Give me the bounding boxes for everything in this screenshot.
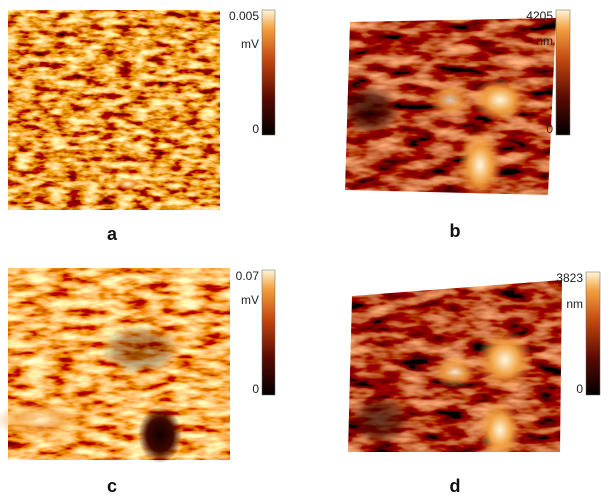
colorbar-min: 0: [252, 122, 259, 136]
colorbar: [261, 9, 276, 136]
colorbar-min: 0: [546, 122, 553, 136]
colorbar-max: 3823: [556, 271, 583, 285]
image-a: [8, 10, 220, 210]
colorbar-max: 0.005: [229, 9, 259, 23]
colorbar: [585, 271, 601, 396]
colorbar-unit: nm: [536, 34, 553, 48]
panel-a: 0.005 mV 0 a: [8, 9, 276, 244]
highlight: [116, 178, 140, 190]
panel-b: 4205 nm 0 b: [345, 9, 571, 241]
colorbar-min: 0: [576, 382, 583, 396]
colorbar-unit: mV: [241, 37, 259, 51]
colorbar: [555, 9, 571, 136]
panel-c: 0.07 mV 0 c: [0, 268, 276, 496]
colorbar-unit: mV: [241, 293, 259, 307]
panel-label: a: [107, 224, 118, 244]
colorbar-unit: nm: [566, 297, 583, 311]
colorbar-max: 0.07: [236, 269, 260, 283]
panel-d: 3823 nm 0 d: [348, 271, 601, 496]
panel-label: c: [107, 476, 117, 496]
colorbar-min: 0: [252, 382, 259, 396]
panel-label: d: [450, 476, 461, 496]
colorbar-max: 4205: [526, 9, 553, 23]
panel-label: b: [450, 221, 461, 241]
colorbar: [261, 269, 276, 396]
